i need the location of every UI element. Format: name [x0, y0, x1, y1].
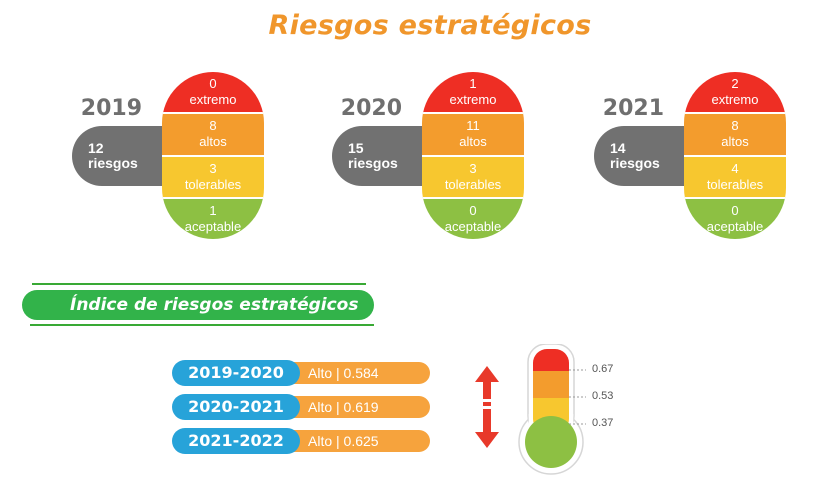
segment-label: altos — [721, 134, 749, 150]
segment-label: aceptable — [184, 218, 242, 234]
risk-count-badge: 14 riesgos — [594, 126, 690, 186]
thermometer-icon — [518, 344, 586, 475]
segment-label: aceptable — [706, 218, 764, 234]
risk-capsule: 1 extremo 11 altos 3 tolerables 0 acepta… — [422, 72, 524, 239]
risk-count-word: riesgos — [88, 155, 138, 171]
risk-capsule: 2 extremo 8 altos 4 tolerables 0 aceptab… — [684, 72, 786, 239]
year-label: 2019 — [80, 96, 142, 121]
risk-count-badge: 12 riesgos — [72, 126, 168, 186]
segment-label: tolerables — [184, 176, 242, 192]
segment-altos: 8 altos — [684, 112, 786, 155]
index-title: Índice de riesgos estratégicos — [22, 290, 374, 320]
segment-value: 8 — [209, 118, 217, 134]
risk-count-number: 15 — [348, 140, 364, 156]
up-down-arrow-icon — [475, 366, 499, 448]
year-group-2020: 2020 15 riesgos 1 extremo 11 altos 3 tol… — [332, 72, 572, 242]
risk-capsule: 0 extremo 8 altos 3 tolerables 1 aceptab… — [162, 72, 264, 239]
segment-aceptable: 0 aceptable — [422, 196, 524, 239]
segment-extremo: 1 extremo — [422, 72, 524, 113]
segment-value: 11 — [466, 118, 480, 134]
year-label: 2021 — [602, 96, 664, 121]
segment-label: altos — [199, 134, 227, 150]
segment-aceptable: 0 aceptable — [684, 196, 786, 239]
year-group-2021: 2021 14 riesgos 2 extremo 8 altos 4 tole… — [594, 72, 816, 242]
segment-extremo: 2 extremo — [684, 72, 786, 113]
risk-count-number: 14 — [610, 140, 626, 156]
segment-value: 4 — [731, 160, 739, 176]
index-period-label: 2019-2020 — [172, 360, 300, 386]
segment-label: extremo — [711, 92, 759, 108]
segment-value: 1 — [469, 76, 477, 92]
segment-extremo: 0 extremo — [162, 72, 264, 113]
year-label: 2020 — [340, 96, 402, 121]
segment-value: 0 — [469, 202, 477, 218]
segment-label: tolerables — [444, 176, 502, 192]
segment-value: 1 — [209, 202, 217, 218]
index-period-label: 2020-2021 — [172, 394, 300, 420]
risk-count-number: 12 — [88, 140, 104, 156]
segment-value: 0 — [209, 76, 217, 92]
segment-label: aceptable — [444, 218, 502, 234]
index-period-row: Alto | 0.619 2020-2021 — [172, 394, 432, 420]
segment-altos: 8 altos — [162, 112, 264, 155]
segment-tolerables: 3 tolerables — [162, 154, 264, 197]
divider — [32, 283, 366, 285]
segment-tolerables: 3 tolerables — [422, 154, 524, 197]
risk-count-word: riesgos — [610, 155, 660, 171]
index-period-value: Alto | 0.584 — [272, 362, 430, 384]
year-group-2019: 2019 12 riesgos 0 extremo 8 altos 3 tole… — [72, 72, 312, 242]
segment-tolerables: 4 tolerables — [684, 154, 786, 197]
index-section-header: Índice de riesgos estratégicos — [22, 283, 374, 327]
segment-value: 0 — [731, 202, 739, 218]
threshold-label: 0.67 — [592, 363, 614, 375]
segment-label: extremo — [449, 92, 497, 108]
segment-label: extremo — [189, 92, 237, 108]
segment-value: 8 — [731, 118, 739, 134]
page-title: Riesgos estratégicos — [268, 10, 592, 41]
index-period-row: Alto | 0.584 2019-2020 — [172, 360, 432, 386]
segment-label: altos — [459, 134, 487, 150]
risk-count-badge: 15 riesgos — [332, 126, 428, 186]
divider — [30, 324, 374, 326]
segment-value: 3 — [469, 160, 477, 176]
segment-value: 2 — [731, 76, 739, 92]
index-period-value: Alto | 0.625 — [272, 430, 430, 452]
risk-count-word: riesgos — [348, 155, 398, 171]
index-period-row: Alto | 0.625 2021-2022 — [172, 428, 432, 454]
index-period-value: Alto | 0.619 — [272, 396, 430, 418]
segment-value: 3 — [209, 160, 217, 176]
threshold-label: 0.37 — [592, 417, 614, 429]
index-period-label: 2021-2022 — [172, 428, 300, 454]
segment-aceptable: 1 aceptable — [162, 196, 264, 239]
segment-label: tolerables — [706, 176, 764, 192]
threshold-label: 0.53 — [592, 390, 614, 402]
segment-altos: 11 altos — [422, 112, 524, 155]
